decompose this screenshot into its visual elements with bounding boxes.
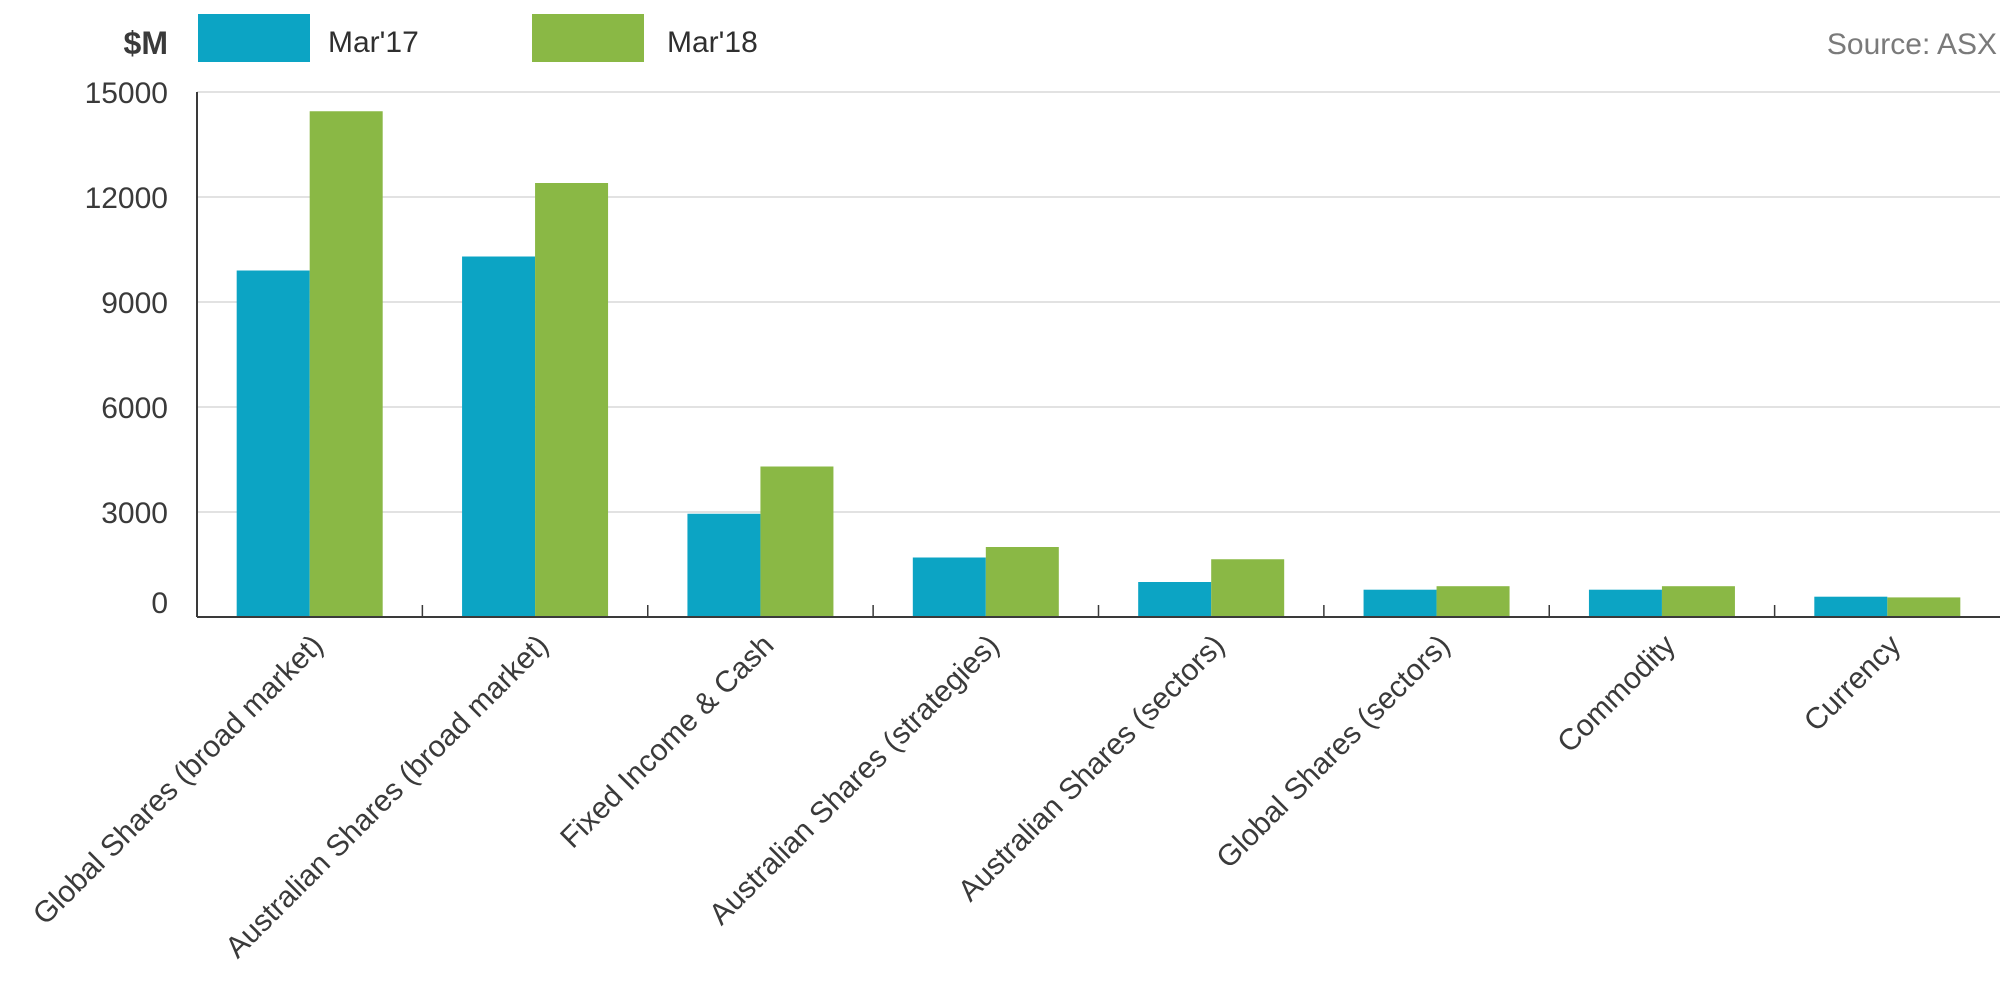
bar-mar-18-australian-shares-sectors (1211, 559, 1285, 617)
bar-mar-18-currency (1887, 597, 1961, 617)
y-tick-label: 9000 (101, 287, 168, 320)
legend-swatch-mar18 (532, 14, 644, 62)
x-category-label: Commodity (1551, 629, 1682, 760)
y-tick-label: 6000 (101, 392, 168, 425)
bar-mar-18-global-shares-sectors (1436, 586, 1510, 617)
legend: $M Mar'17 Mar'18 (124, 14, 758, 62)
x-category-label: Currency (1798, 629, 1907, 738)
y-tick-label: 12000 (85, 182, 168, 215)
source-label: Source: ASX (1827, 28, 1997, 61)
legend-label-mar17: Mar'17 (328, 26, 419, 59)
bar-mar-18-global-shares-broad-market (309, 111, 383, 617)
bar-mar-17-global-shares-broad-market (236, 270, 310, 617)
unit-label: $M (124, 25, 168, 61)
legend-swatch-mar17 (198, 14, 310, 62)
bar-mar-17-fixed-income-cash (687, 513, 761, 617)
bars (236, 111, 1961, 617)
y-tick-label: 0 (151, 587, 168, 620)
bar-mar-17-global-shares-sectors (1363, 589, 1437, 617)
bar-mar-17-currency (1814, 596, 1888, 617)
x-category-labels: Global Shares (broad market)Australian S… (27, 629, 1907, 965)
y-tick-label: 3000 (101, 497, 168, 530)
bar-mar-17-commodity (1588, 589, 1662, 617)
bar-mar-18-commodity (1661, 586, 1735, 617)
bar-mar-18-australian-shares-broad-market (535, 183, 609, 617)
bar-mar-18-australian-shares-strategies (985, 547, 1059, 617)
x-category-label: Australian Shares (sectors) (952, 629, 1231, 908)
legend-label-mar18: Mar'18 (667, 26, 758, 59)
x-category-label: Fixed Income & Cash (554, 629, 780, 855)
bar-mar-18-fixed-income-cash (760, 466, 834, 617)
x-category-label: Global Shares (sectors) (1210, 629, 1456, 875)
axes (196, 92, 2000, 618)
bar-mar-17-australian-shares-strategies (912, 557, 986, 617)
y-tick-label: 15000 (85, 77, 168, 110)
y-tick-labels: 0 3000 6000 9000 12000 15000 (85, 77, 168, 620)
bar-mar-17-australian-shares-sectors (1138, 582, 1212, 617)
bar-mar-17-australian-shares-broad-market (462, 256, 536, 617)
